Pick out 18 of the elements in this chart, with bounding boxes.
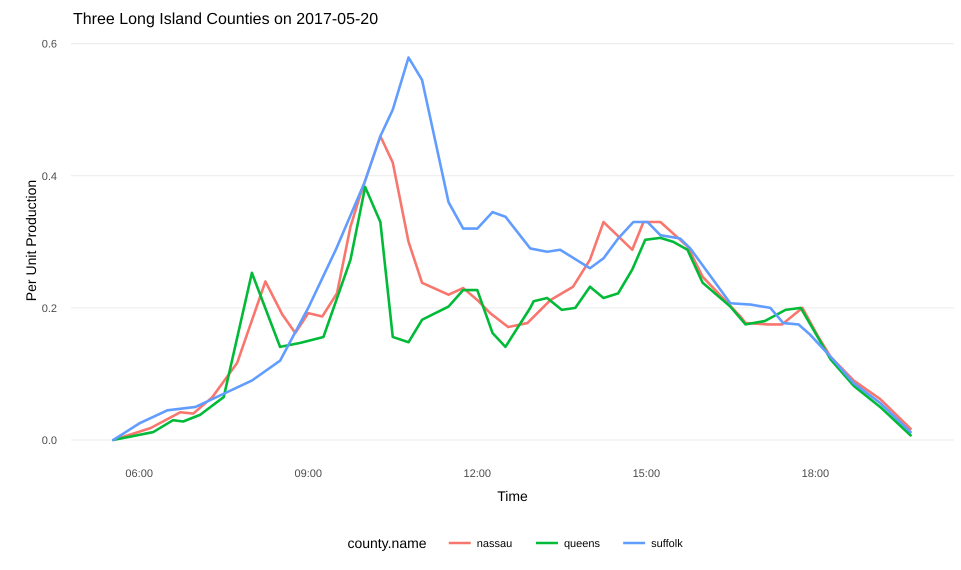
x-tick-label: 18:00 [802,468,830,480]
y-axis-title: Per Unit Production [23,180,39,302]
legend-label: queens [564,538,601,550]
x-tick-label: 15:00 [632,468,660,480]
y-tick-label: 0.2 [42,302,57,315]
chart-title: Three Long Island Counties on 2017-05-20 [73,11,378,28]
y-tick-label: 0.0 [42,435,57,447]
y-tick-label: 0.6 [42,38,57,51]
x-axis-title: Time [497,488,528,504]
line-series [112,186,912,442]
x-tick-label: 06:00 [125,468,153,480]
y-tick-label: 0.4 [42,170,57,183]
x-tick-label: 09:00 [294,468,322,480]
legend-title: county.name [347,535,427,551]
legend-label: nassau [476,538,512,550]
legend-label: suffolk [651,538,684,550]
x-tick-label: 12:00 [464,468,492,480]
line-series [112,56,912,442]
